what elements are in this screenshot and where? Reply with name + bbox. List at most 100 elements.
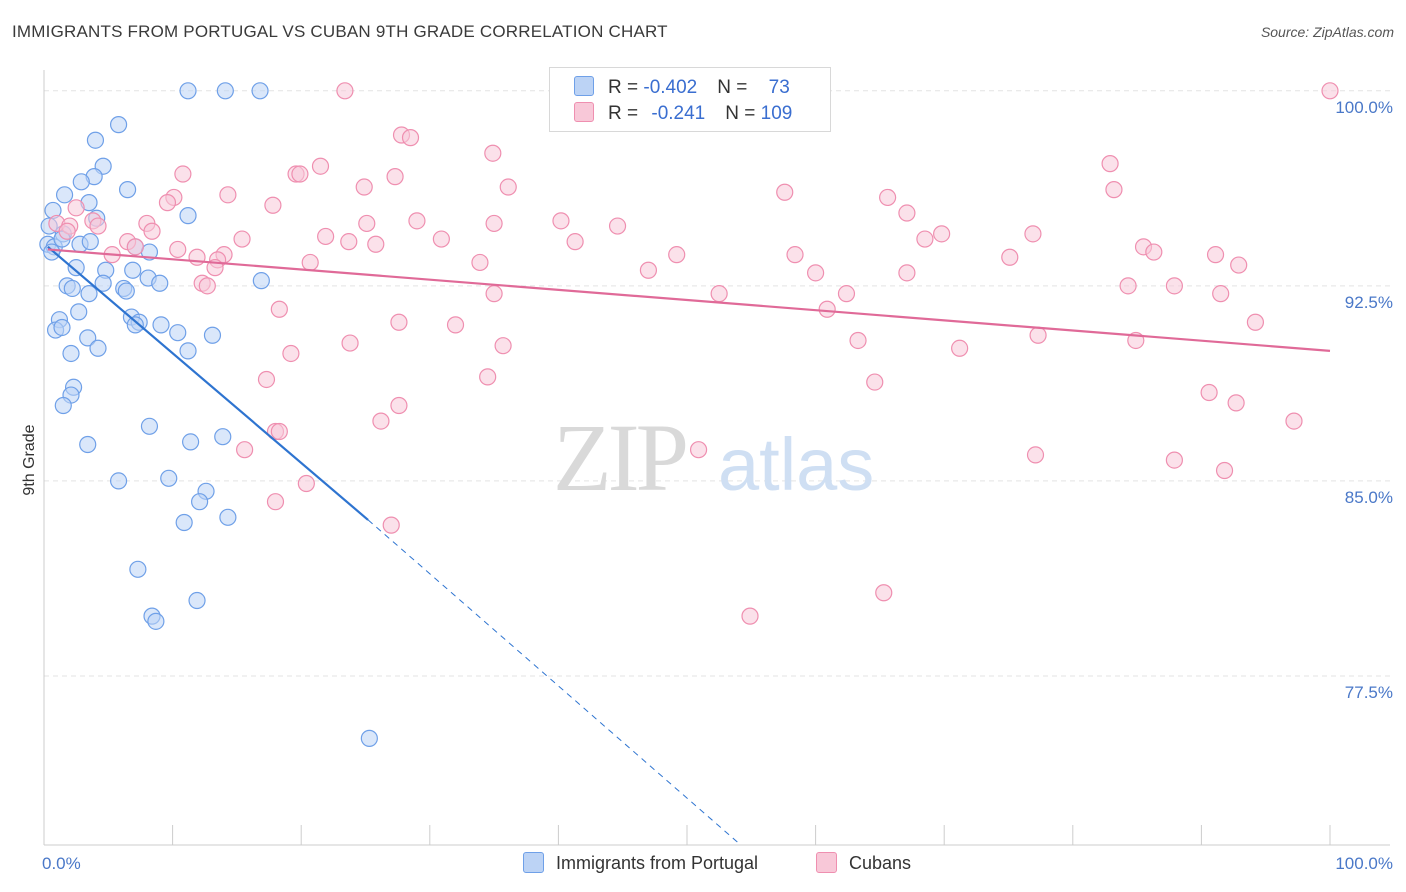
data-point (282, 344, 300, 363)
data-point (118, 181, 137, 199)
data-point (219, 186, 237, 204)
data-point (1024, 225, 1042, 243)
data-point (382, 516, 400, 534)
data-point (63, 279, 81, 298)
gridlines (44, 90, 1390, 677)
watermark-zip: ZIP (553, 404, 686, 511)
data-point (390, 396, 408, 415)
y-tick-label: 77.5% (1345, 683, 1393, 702)
data-point (639, 261, 658, 279)
series-immigrants-from-portugal (39, 82, 378, 747)
data-point (879, 188, 897, 207)
data-point (866, 373, 884, 391)
data-point (251, 82, 269, 100)
data-point (126, 316, 144, 334)
data-point (358, 214, 376, 233)
data-point (160, 469, 178, 487)
y-tick-label: 100.0% (1335, 98, 1393, 117)
data-point (158, 194, 177, 212)
data-point (340, 233, 358, 251)
data-point (53, 318, 71, 337)
x-tick-label: 0.0% (42, 854, 81, 873)
y-axis-label: 9th Grade (21, 424, 38, 495)
chart-title: IMMIGRANTS FROM PORTUGAL VS CUBAN 9TH GR… (12, 22, 668, 41)
data-point (485, 285, 503, 303)
data-point (390, 313, 408, 331)
data-point (1105, 181, 1123, 199)
data-point (188, 248, 206, 266)
data-point (236, 441, 254, 459)
data-point (126, 238, 144, 256)
x-tick-labels: 0.0% 100.0% (42, 854, 1393, 873)
data-point (741, 607, 759, 625)
data-point (147, 612, 165, 630)
legend-r-value: -0.402 (643, 77, 698, 98)
y-tick-label: 92.5% (1345, 293, 1393, 312)
data-point (1200, 383, 1218, 402)
data-point (109, 116, 128, 134)
data-point (58, 222, 76, 240)
legend-n-label: N = (725, 103, 761, 124)
data-point (203, 326, 222, 344)
data-point (408, 212, 426, 230)
trend-line-extension (367, 519, 742, 846)
data-point (1206, 246, 1225, 264)
legend-swatch-portugal (574, 76, 594, 96)
data-point (566, 233, 584, 251)
data-point (179, 342, 197, 360)
data-point (55, 186, 74, 204)
data-point (1145, 243, 1163, 261)
data-point (336, 82, 354, 100)
data-point (933, 225, 951, 243)
data-point (252, 272, 270, 290)
data-point (341, 334, 359, 352)
data-point (1165, 451, 1183, 469)
data-point (79, 329, 97, 347)
data-point (124, 261, 142, 279)
x-tick-label: 100.0% (1335, 854, 1393, 873)
data-point (1246, 313, 1265, 331)
data-point (951, 339, 969, 357)
data-point (301, 253, 319, 272)
data-point (1029, 326, 1047, 344)
data-point (1001, 248, 1019, 266)
data-point (89, 339, 107, 357)
data-point (129, 560, 147, 578)
data-point (70, 303, 88, 321)
data-point (270, 300, 288, 318)
legend-n-value: 109 (760, 103, 793, 124)
data-point (494, 337, 512, 355)
trend-line (47, 246, 369, 521)
data-point (81, 233, 99, 251)
data-point (191, 493, 209, 511)
data-point (386, 168, 404, 186)
data-point (79, 435, 97, 454)
data-point (270, 422, 288, 441)
data-point (837, 285, 856, 303)
data-point (179, 207, 197, 225)
trend-lines (47, 246, 1331, 846)
source-label: Source: ZipAtlas.com (1260, 24, 1394, 40)
data-point (1227, 394, 1245, 412)
data-point (152, 316, 170, 334)
data-point (484, 144, 502, 162)
data-point (898, 204, 916, 222)
bottom-legend-label: Cubans (849, 853, 912, 873)
data-point (174, 165, 192, 183)
data-point (86, 131, 105, 149)
watermark-atlas: atlas (718, 423, 874, 506)
data-point (62, 344, 80, 363)
data-point (1215, 461, 1234, 480)
data-point (485, 214, 503, 233)
data-point (67, 259, 85, 277)
data-point (264, 196, 282, 214)
data-point (710, 285, 728, 303)
data-point (169, 240, 187, 259)
data-point (54, 396, 72, 415)
y-tick-label: 85.0% (1345, 488, 1393, 507)
data-point (117, 282, 135, 300)
data-point (266, 493, 285, 511)
legend-swatch-cubans (574, 102, 594, 122)
data-point (297, 474, 315, 493)
data-point (898, 264, 916, 282)
